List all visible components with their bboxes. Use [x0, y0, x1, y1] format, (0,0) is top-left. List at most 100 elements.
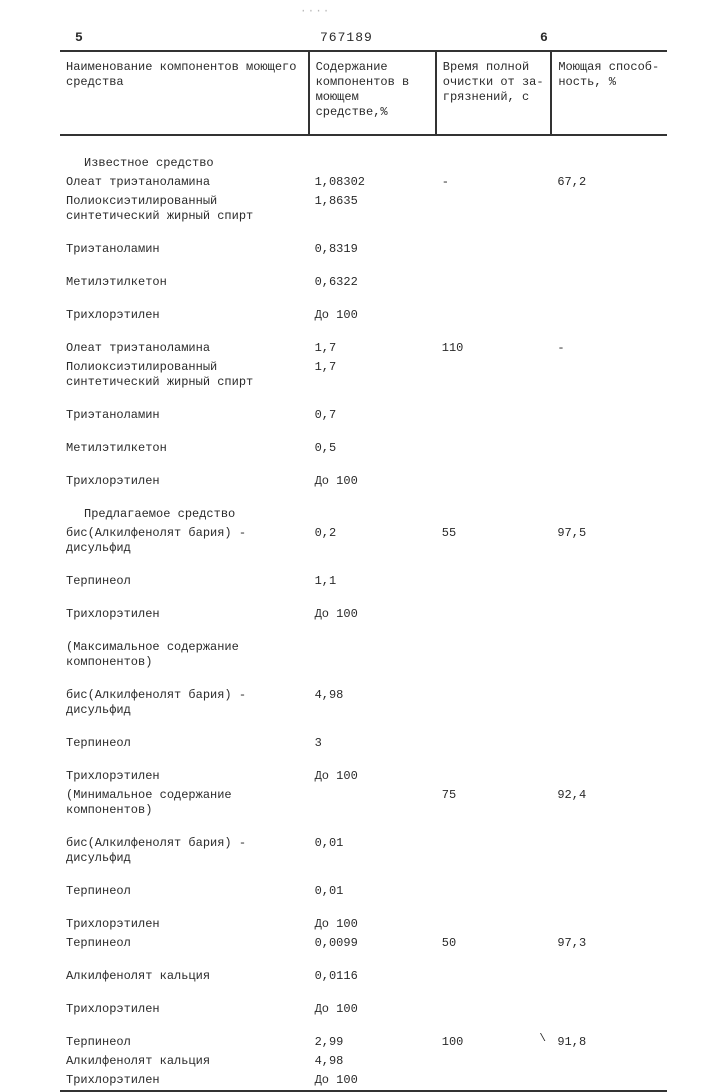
component-name: Олеат триэтаноламина	[60, 339, 309, 358]
header-time: Время полной очистки от за- грязнений, с	[436, 51, 552, 135]
table-header-row: Наименование компонентов моющего средств…	[60, 51, 667, 135]
component-value: 1,1	[309, 572, 436, 591]
table-row: Терпинеол 0,01	[60, 882, 667, 901]
component-name: Трихлорэтилен	[60, 605, 309, 624]
section-known: Известное средство	[66, 156, 214, 171]
component-name: Триэтаноламин	[60, 240, 309, 259]
component-name: Трихлорэтилен	[60, 1071, 309, 1091]
component-value: 1,8635	[309, 192, 436, 226]
component-name: бис(Алкилфенолят бария) - дисульфид	[60, 524, 309, 558]
table-row: Трихлорэтилен До 100	[60, 915, 667, 934]
table-row: Метилэтилкетон 0,5	[60, 439, 667, 458]
table-row: Терпинеол 2,99 100 \ 91,8	[60, 1033, 667, 1052]
washing-ability: 97,3	[551, 934, 667, 953]
component-name: Терпинеол	[60, 734, 309, 753]
component-name: Терпинеол	[60, 572, 309, 591]
washing-ability: \ 91,8	[551, 1033, 667, 1052]
table-row: Метилэтилкетон 0,6322	[60, 273, 667, 292]
page-number-right: 6	[540, 30, 548, 46]
component-value: 1,7	[309, 339, 436, 358]
table-row: Известное средство	[60, 154, 667, 173]
component-value: 4,98	[309, 686, 436, 720]
component-name: Трихлорэтилен	[60, 306, 309, 325]
table-row: Триэтаноламин 0,8319	[60, 240, 667, 259]
component-value: 0,0099	[309, 934, 436, 953]
component-value: 0,7	[309, 406, 436, 425]
component-value: До 100	[309, 1071, 436, 1091]
table-row: Трихлорэтилен До 100	[60, 605, 667, 624]
tick-mark: \	[539, 1033, 546, 1047]
component-name: Триэтаноламин	[60, 406, 309, 425]
table-row: Предлагаемое средство	[60, 505, 667, 524]
table-row: Алкилфенолят кальция 0,0116	[60, 967, 667, 986]
table-row: Трихлорэтилен До 100	[60, 306, 667, 325]
component-name: Трихлорэтилен	[60, 1000, 309, 1019]
component-value: 0,6322	[309, 273, 436, 292]
cleaning-time: 110	[436, 339, 552, 358]
table-row: Полиоксиэтилированный синтетический жирн…	[60, 358, 667, 392]
component-name: бис(Алкилфенолят бария) - дисульфид	[60, 686, 309, 720]
component-value: До 100	[309, 767, 436, 786]
min-note: (Минимальное содержание компонентов)	[60, 786, 309, 820]
component-value: 2,99	[309, 1033, 436, 1052]
component-value: До 100	[309, 472, 436, 491]
component-value: 0,0116	[309, 967, 436, 986]
component-name: Терпинеол	[60, 1033, 309, 1052]
page-number-left: 5	[75, 30, 83, 46]
component-value: 0,01	[309, 882, 436, 901]
table-row: Алкилфенолят кальция 4,98	[60, 1052, 667, 1071]
washing-ability: -	[551, 339, 667, 358]
table-row: Трихлорэтилен До 100	[60, 767, 667, 786]
max-note: (Максимальное содержание компонентов)	[60, 638, 309, 672]
component-name: Алкилфенолят кальция	[60, 1052, 309, 1071]
component-name: Метилэтилкетон	[60, 273, 309, 292]
component-value: 0,2	[309, 524, 436, 558]
component-name: Метилэтилкетон	[60, 439, 309, 458]
component-value: 1,08302	[309, 173, 436, 192]
component-value: До 100	[309, 605, 436, 624]
table-row: бис(Алкилфенолят бария) - дисульфид 0,2 …	[60, 524, 667, 558]
component-name: бис(Алкилфенолят бария) - дисульфид	[60, 834, 309, 868]
washing-ability-value: 91,8	[557, 1035, 586, 1049]
component-name: Алкилфенолят кальция	[60, 967, 309, 986]
table-row: бис(Алкилфенолят бария) - дисульфид 4,98	[60, 686, 667, 720]
table-row: Трихлорэтилен До 100	[60, 1000, 667, 1019]
table-row: Олеат триэтаноламина 1,7 110 -	[60, 339, 667, 358]
page-id-bar: 5 767189 6	[60, 20, 667, 50]
table-row: Олеат триэтаноламина 1,08302 - 67,2	[60, 173, 667, 192]
washing-ability: 67,2	[551, 173, 667, 192]
table-row: Терпинеол 0,0099 50 97,3	[60, 934, 667, 953]
cleaning-time: 75	[436, 786, 552, 820]
composition-table: Наименование компонентов моющего средств…	[60, 50, 667, 1092]
washing-ability: 97,5	[551, 524, 667, 558]
table-row: Полиоксиэтилированный синтетический жирн…	[60, 192, 667, 226]
section-proposed: Предлагаемое средство	[66, 507, 235, 522]
component-value: 0,01	[309, 834, 436, 868]
table-row: (Минимальное содержание компонентов) 75 …	[60, 786, 667, 820]
component-value: До 100	[309, 1000, 436, 1019]
component-value: 0,8319	[309, 240, 436, 259]
component-name: Олеат триэтаноламина	[60, 173, 309, 192]
component-value: 1,7	[309, 358, 436, 392]
component-name: Терпинеол	[60, 882, 309, 901]
component-value: До 100	[309, 915, 436, 934]
header-content: Содержание компонентов в моющем средстве…	[309, 51, 436, 135]
cleaning-time: 55	[436, 524, 552, 558]
component-name: Трихлорэтилен	[60, 472, 309, 491]
header-name: Наименование компонентов моющего средств…	[60, 51, 309, 135]
cleaning-time: 100	[436, 1033, 552, 1052]
component-name: Полиоксиэтилированный синтетический жирн…	[60, 358, 309, 392]
document-number: 767189	[320, 30, 373, 46]
table-row: Терпинеол 3	[60, 734, 667, 753]
component-name: Трихлорэтилен	[60, 915, 309, 934]
top-smudge: ····	[300, 6, 330, 20]
table-row: Трихлорэтилен До 100	[60, 472, 667, 491]
component-value: 0,5	[309, 439, 436, 458]
table-row: бис(Алкилфенолят бария) - дисульфид 0,01	[60, 834, 667, 868]
table-row: Терпинеол 1,1	[60, 572, 667, 591]
cleaning-time: -	[436, 173, 552, 192]
component-name: Трихлорэтилен	[60, 767, 309, 786]
patent-page: ···· 5 767189 6 Наименование компонентов…	[0, 0, 707, 1000]
component-value: До 100	[309, 306, 436, 325]
table-row: (Максимальное содержание компонентов)	[60, 638, 667, 672]
